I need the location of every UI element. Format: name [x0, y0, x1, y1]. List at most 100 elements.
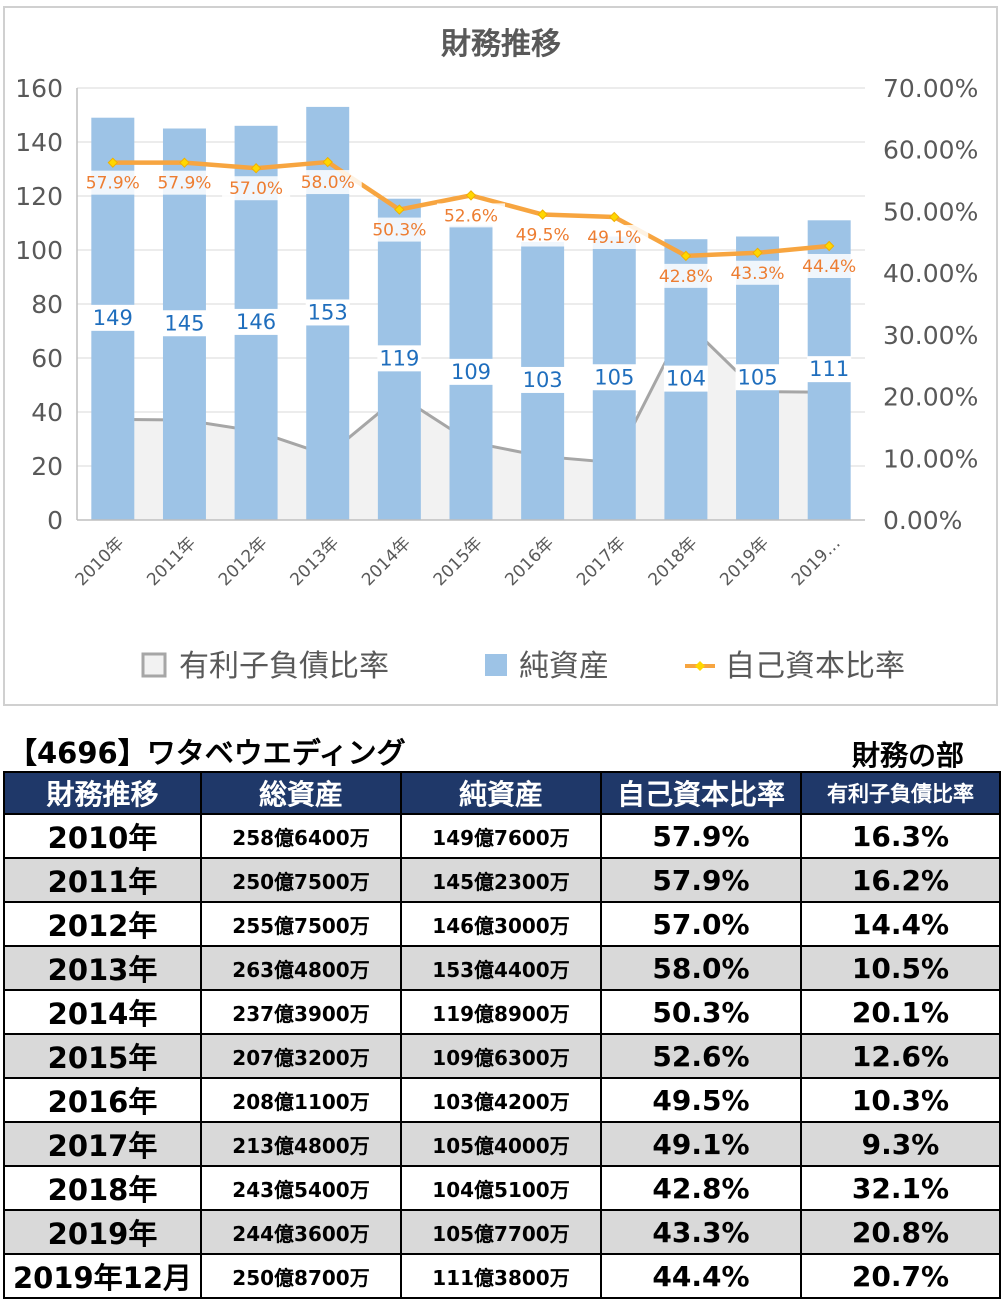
cell-net-assets: 145億2300万 — [400, 857, 602, 903]
cell-net-assets: 153億4400万 — [400, 945, 602, 991]
bar-label-background — [807, 356, 852, 383]
cell-net-assets: 105億7700万 — [400, 1209, 602, 1255]
equity-ratio-marker — [537, 209, 548, 220]
y-right-tick-label: 30.00% — [883, 321, 978, 350]
bar-label-background — [520, 366, 565, 393]
cell-net-assets: 105億4000万 — [400, 1121, 602, 1167]
y-left-tick-label: 160 — [15, 74, 63, 103]
cell-period: 2016年 — [3, 1077, 202, 1123]
y-left-tick-label: 40 — [31, 398, 63, 427]
y-right-tick-label: 40.00% — [883, 259, 978, 288]
line-label-background — [723, 260, 792, 285]
cell-total-assets: 250億7500万 — [200, 857, 402, 903]
x-tick-label: 2016年 — [501, 533, 558, 590]
x-tick-label: 2014年 — [358, 533, 415, 590]
y-right-tick-label: 60.00% — [883, 136, 978, 165]
cell-net-assets: 109億6300万 — [400, 1033, 602, 1079]
header-total-assets: 総資産 — [200, 771, 402, 815]
table-row: 2012年 255億7500万 146億3000万 57.0% 14.4% — [3, 901, 1001, 947]
x-tick-label: 2017年 — [573, 533, 630, 590]
legend-label-equity-ratio: 自己資本比率 — [725, 649, 905, 684]
y-left-tick-label: 80 — [31, 290, 63, 319]
legend-label-debt-ratio: 有利子負債比率 — [179, 649, 389, 684]
legend-swatch-net-assets — [485, 654, 507, 676]
cell-debt-ratio: 12.6% — [800, 1033, 1001, 1079]
cell-total-assets: 237億3900万 — [200, 989, 402, 1035]
line-label-background — [365, 217, 434, 242]
line-label-background — [437, 203, 505, 228]
table-row: 2017年 213億4800万 105億4000万 49.1% 9.3% — [3, 1121, 1001, 1167]
cell-total-assets: 213億4800万 — [200, 1121, 402, 1167]
equity-ratio-label: 50.3% — [372, 221, 426, 241]
equity-ratio-marker — [752, 247, 763, 258]
cell-period: 2015年 — [3, 1033, 202, 1079]
bar-label-background — [377, 345, 422, 372]
bar-value-label: 105 — [737, 365, 777, 389]
y-left-tick-label: 60 — [31, 344, 63, 373]
cell-debt-ratio: 9.3% — [800, 1121, 1001, 1167]
y-left-tick-label: 100 — [15, 236, 63, 265]
y-right-tick-label: 0.00% — [883, 506, 962, 535]
equity-ratio-label: 52.6% — [444, 206, 498, 226]
table-row: 2011年 250億7500万 145億2300万 57.9% 16.2% — [3, 857, 1001, 903]
equity-ratio-marker — [465, 190, 477, 201]
cell-equity-ratio: 42.8% — [600, 1165, 802, 1211]
equity-ratio-marker — [609, 211, 620, 223]
cell-equity-ratio: 44.4% — [600, 1253, 802, 1299]
cell-period: 2019年 — [3, 1209, 202, 1255]
line-label-background — [651, 263, 720, 288]
cell-debt-ratio: 20.7% — [800, 1253, 1001, 1299]
table-header-row: 財務推移 総資産 純資産 自己資本比率 有利子負債比率 — [3, 771, 1001, 815]
y-right-tick-label: 70.00% — [883, 74, 978, 103]
table-row: 2018年 243億5400万 104億5100万 42.8% 32.1% — [3, 1165, 1001, 1211]
x-tick-label: 2013年 — [287, 533, 344, 590]
equity-ratio-marker — [179, 157, 190, 168]
equity-ratio-label: 49.1% — [587, 228, 641, 248]
company-title: 【4696】ワタベウエディング — [8, 736, 406, 770]
cell-equity-ratio: 57.9% — [600, 857, 802, 903]
table-row: 2015年 207億3200万 109億6300万 52.6% 12.6% — [3, 1033, 1001, 1079]
cell-period: 2012年 — [3, 901, 202, 947]
table-row: 2013年 263億4800万 153億4400万 58.0% 10.5% — [3, 945, 1001, 991]
header-period: 財務推移 — [3, 771, 202, 815]
cell-total-assets: 207億3200万 — [200, 1033, 402, 1079]
cell-debt-ratio: 32.1% — [800, 1165, 1001, 1211]
equity-ratio-label: 49.5% — [516, 226, 570, 246]
cell-equity-ratio: 43.3% — [600, 1209, 802, 1255]
cell-total-assets: 258億6400万 — [200, 813, 402, 859]
equity-ratio-label: 57.0% — [229, 179, 283, 199]
cell-period: 2011年 — [3, 857, 202, 903]
cell-equity-ratio: 49.1% — [600, 1121, 802, 1167]
cell-net-assets: 119億8900万 — [400, 989, 602, 1035]
equity-ratio-label: 42.8% — [659, 267, 713, 287]
bar-value-label: 145 — [164, 311, 204, 335]
equity-ratio-marker — [250, 163, 262, 174]
header-net-assets: 純資産 — [400, 771, 602, 815]
bar-value-label: 149 — [93, 306, 133, 330]
line-label-background — [293, 170, 362, 195]
bar-value-label: 104 — [666, 367, 706, 391]
financial-chart: 財務推移 0 20 40 60 80 100 120 140 160 0.00% 10.00% 20.0… — [15, 27, 978, 684]
cell-period: 2014年 — [3, 989, 202, 1035]
cell-total-assets: 255億7500万 — [200, 901, 402, 947]
y-left-tick-label: 120 — [15, 182, 63, 211]
x-tick-label: 2011年 — [143, 533, 200, 590]
equity-ratio-marker — [107, 157, 119, 168]
equity-ratio-label: 57.9% — [157, 174, 211, 194]
equity-ratio-marker — [680, 250, 692, 262]
bar-value-label: 103 — [523, 368, 563, 392]
cell-period: 2013年 — [3, 945, 202, 991]
bar-label-background — [90, 304, 135, 331]
bar-value-label: 109 — [451, 360, 491, 384]
cell-debt-ratio: 16.2% — [800, 857, 1001, 903]
line-label-background — [795, 253, 864, 278]
equity-ratio-label: 58.0% — [301, 173, 355, 193]
table-row: 2010年 258億6400万 149億7600万 57.9% 16.3% — [3, 813, 1001, 859]
cell-period: 2018年 — [3, 1165, 202, 1211]
equity-ratio-label: 43.3% — [731, 264, 785, 284]
y-left-tick-label: 20 — [31, 452, 63, 481]
cell-total-assets: 244億3600万 — [200, 1209, 402, 1255]
section-label: 財務の部 — [851, 739, 964, 772]
cell-equity-ratio: 52.6% — [600, 1033, 802, 1079]
chart-panel: 財務推移 0 20 40 60 80 100 120 140 160 0.00% 10.00% 20.0… — [3, 6, 998, 706]
